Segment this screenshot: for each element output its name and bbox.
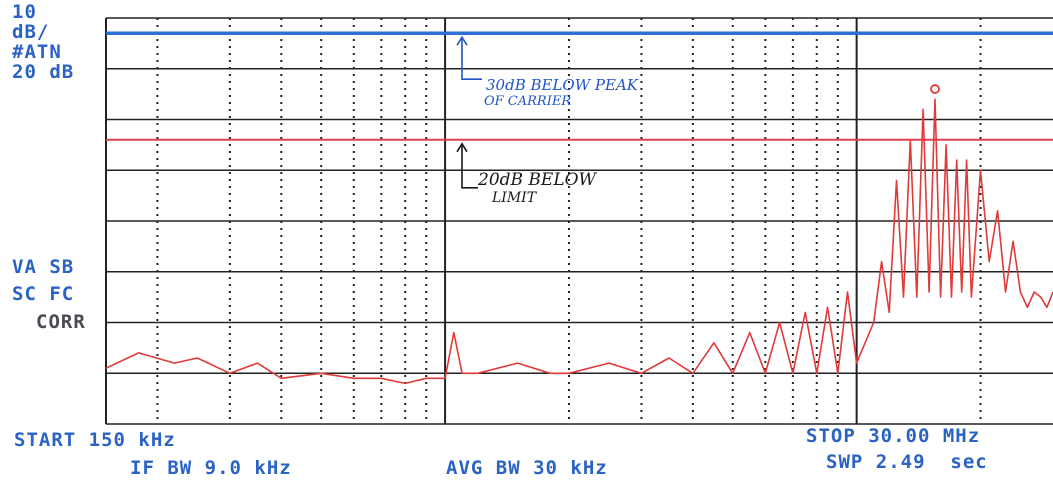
spectrum-trace xyxy=(105,98,1053,385)
sc-fc-label: SC FC xyxy=(12,283,75,305)
blue-arrowhead xyxy=(456,35,468,46)
avg-bandwidth: AVG BW 30 kHz xyxy=(446,457,608,479)
scale-unit-label: dB/ xyxy=(12,21,50,43)
black-arrowhead xyxy=(456,142,468,153)
blue-note-line2: OF CARRIER xyxy=(484,94,572,109)
black-note-line1: 20dB BELOW xyxy=(478,170,597,190)
attenuation-value: 20 dB xyxy=(12,61,75,83)
stop-frequency: STOP 30.00 MHz xyxy=(806,425,981,447)
black-note-line2: LIMIT xyxy=(492,190,537,206)
attenuation-label: #ATN xyxy=(12,41,62,63)
start-frequency: START 150 kHz xyxy=(14,429,176,451)
black-annotation-arrow xyxy=(461,143,478,189)
if-bandwidth: IF BW 9.0 kHz xyxy=(130,457,292,479)
scale-label: 10 xyxy=(12,1,37,23)
va-sb-label: VA SB xyxy=(12,256,75,278)
blue-annotation-arrow xyxy=(461,37,482,81)
sweep-time: SWP 2.49 sec xyxy=(826,451,988,473)
peak-marker xyxy=(930,84,940,94)
blue-note-line1: 30dB BELOW PEAK xyxy=(486,76,638,94)
corr-label: CORR xyxy=(36,311,86,333)
